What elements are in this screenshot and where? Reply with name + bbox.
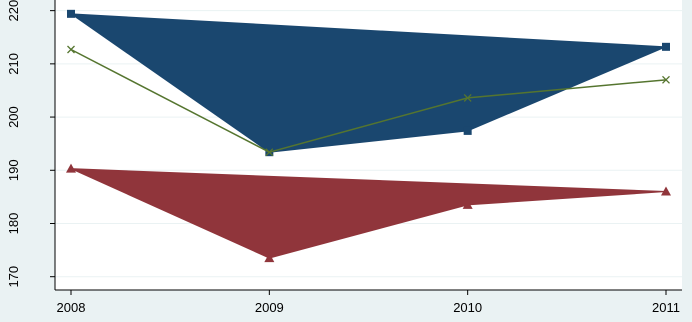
line: [70, 48, 667, 153]
marker: [265, 148, 274, 157]
marker: [67, 45, 75, 54]
marker: [264, 253, 275, 263]
marker: [67, 9, 75, 18]
y-tick-label: 170: [6, 266, 21, 288]
x-tick-label: 2008: [57, 300, 86, 315]
marker: [66, 163, 76, 173]
marker: [463, 126, 472, 135]
y-tick-label: 190: [6, 159, 21, 181]
y-tick-label: 210: [6, 53, 21, 75]
x-tick-label: 2010: [453, 300, 482, 315]
marker: [462, 199, 473, 209]
marker: [662, 42, 670, 51]
y-tick-label: 180: [6, 213, 21, 235]
marker: [662, 75, 670, 84]
marker: [463, 93, 472, 102]
y-tick-label: 220: [6, 0, 21, 21]
x-tick-label: 2009: [255, 300, 284, 315]
y-tick-label: 200: [6, 106, 21, 128]
x-tick-label: 2011: [652, 300, 680, 315]
marker: [661, 186, 671, 196]
